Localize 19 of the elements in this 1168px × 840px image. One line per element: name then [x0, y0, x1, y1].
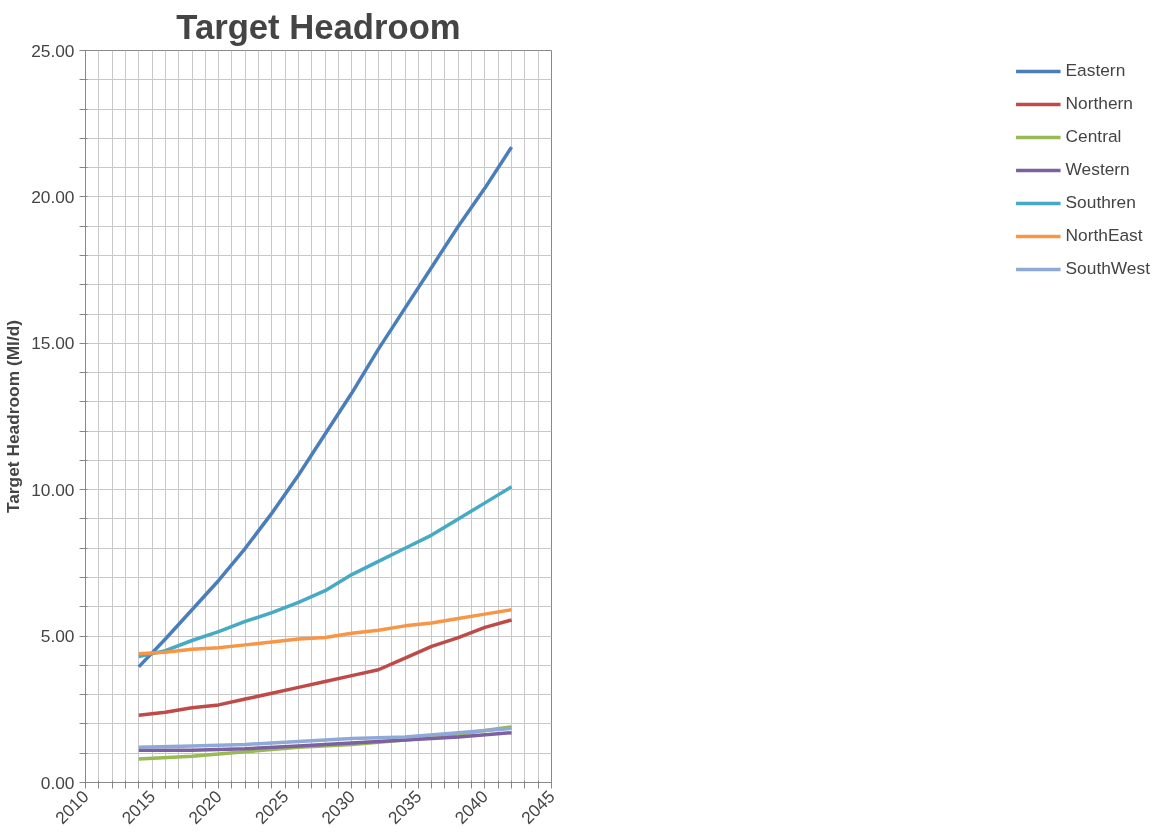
y-tick-label: 25.00 — [31, 40, 75, 61]
y-tick-label: 15.00 — [31, 333, 75, 354]
line-series — [137, 145, 514, 669]
legend-label: SouthWest — [1065, 258, 1150, 279]
chart-title: Target Headroom — [176, 7, 461, 46]
line-series — [137, 608, 514, 656]
legend-label: Western — [1065, 159, 1130, 180]
y-tick-label: 20.00 — [31, 186, 75, 207]
legend-label: NorthEast — [1065, 225, 1143, 246]
line-series — [137, 618, 514, 717]
y-tick-label: 0.00 — [40, 772, 75, 793]
legend-label: Central — [1065, 126, 1122, 147]
legend-label: Eastern — [1065, 60, 1126, 81]
y-tick-label: 10.00 — [31, 479, 75, 500]
legend-label: Northern — [1065, 93, 1133, 114]
y-axis-title: Target Headroom (Ml/d) — [3, 319, 24, 514]
legend-label: Southren — [1065, 192, 1136, 213]
line-series — [137, 485, 514, 659]
y-tick-label: 5.00 — [40, 626, 75, 647]
